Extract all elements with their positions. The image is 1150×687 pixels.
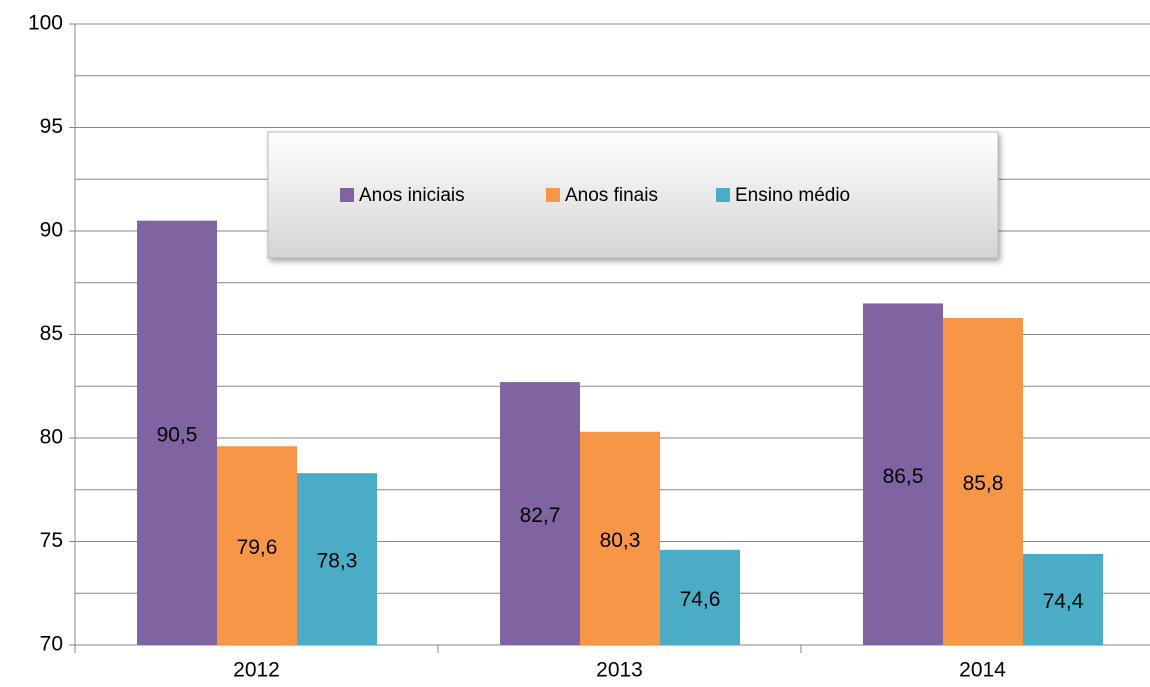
data-label: 74,6 [680, 588, 721, 611]
legend-swatch [546, 188, 560, 202]
legend-swatch [716, 188, 730, 202]
bar [943, 317, 1023, 645]
bar [500, 382, 580, 645]
legend-label: Ensino médio [735, 185, 850, 206]
data-label: 74,4 [1043, 590, 1084, 613]
legend-label: Anos iniciais [359, 185, 465, 206]
bar [863, 303, 943, 645]
data-label: 86,5 [883, 465, 924, 488]
legend-box [267, 131, 999, 259]
legend-label: Anos finais [565, 185, 658, 206]
bar [217, 446, 297, 645]
y-tick-label: 80 [40, 426, 63, 449]
y-tick-label: 90 [40, 219, 63, 242]
y-tick-label: 70 [40, 633, 63, 656]
data-label: 85,8 [963, 472, 1004, 495]
bar [137, 220, 217, 645]
bar [660, 549, 740, 645]
bar [580, 431, 660, 645]
data-label: 82,7 [520, 504, 561, 527]
y-tick-label: 75 [40, 529, 63, 552]
x-tick-label: 2012 [233, 659, 280, 682]
data-label: 79,6 [237, 536, 278, 559]
x-tick-label: 2013 [596, 659, 643, 682]
legend-swatch [340, 188, 354, 202]
y-tick-label: 100 [28, 12, 63, 35]
bar [297, 473, 377, 645]
x-tick-label: 2014 [959, 659, 1006, 682]
y-tick-label: 85 [40, 322, 63, 345]
y-tick-label: 95 [40, 115, 63, 138]
data-label: 78,3 [317, 550, 358, 573]
data-label: 80,3 [600, 529, 641, 552]
bar [1023, 553, 1103, 645]
data-label: 90,5 [157, 423, 198, 446]
